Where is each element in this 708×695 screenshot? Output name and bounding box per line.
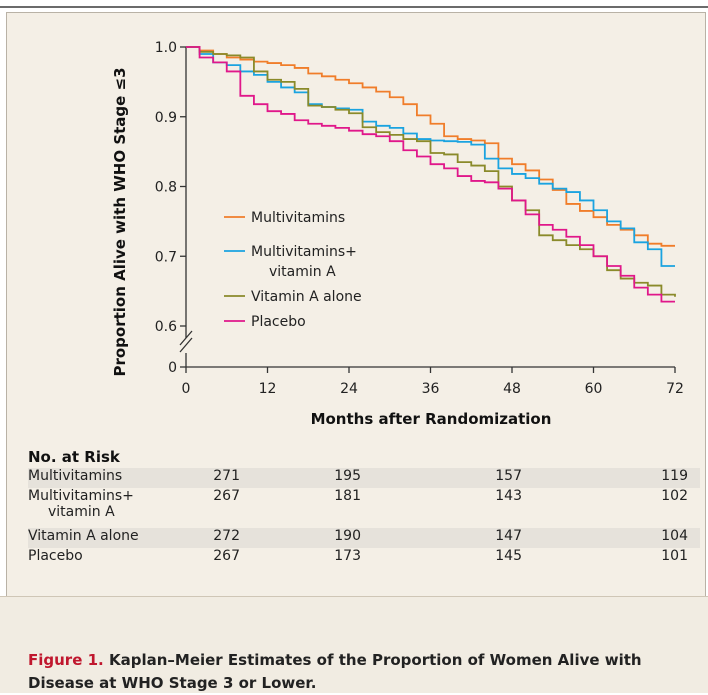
risk-row-value: 190 (334, 528, 361, 544)
risk-row-label: Placebo (28, 548, 83, 564)
risk-row-value: 102 (661, 488, 688, 504)
y-tick-label: 0.6 (155, 319, 177, 335)
y-tick-label: 0 (168, 360, 177, 376)
figure-caption-text: Kaplan–Meier Estimates of the Proportion… (28, 651, 642, 692)
legend-label: Vitamin A alone (251, 289, 362, 305)
x-tick-label: 12 (259, 381, 277, 397)
x-tick-label: 36 (422, 381, 440, 397)
series-line-multivitamins-vitamin-a (186, 46, 675, 267)
legend-label: vitamin A (269, 264, 336, 280)
risk-row-value: 119 (661, 468, 688, 484)
x-tick-label: 48 (503, 381, 521, 397)
risk-row-value: 145 (495, 548, 522, 564)
risk-row-label: Multivitamins (28, 468, 123, 484)
risk-row-label: Multivitamins+ vitamin A (28, 488, 134, 520)
figure-label: Figure 1. (28, 651, 104, 669)
figure-panel (6, 12, 706, 683)
figure-caption: Figure 1. Kaplan–Meier Estimates of the … (28, 649, 668, 695)
risk-row-value: 181 (334, 488, 361, 504)
y-tick-label: 0.8 (155, 180, 177, 196)
series-line-multivitamins (186, 46, 675, 247)
y-tick-label: 0.7 (155, 249, 177, 265)
x-axis-title: Months after Randomization (311, 410, 552, 428)
chart-legend: Multivitamins Multivitamins+ vitamin A Vita… (224, 210, 362, 330)
x-tick-label: 72 (666, 381, 684, 397)
risk-row-value: 173 (334, 548, 361, 564)
chart-series (186, 46, 676, 303)
chart-axes: 0 0.6 0.7 0.8 0.9 1.0 0 12 24 36 48 60 72 (155, 40, 684, 397)
risk-table-row: Vitamin A alone 272 190 147 104 (28, 528, 700, 548)
risk-table-row: Multivitamins 271 195 157 119 (28, 468, 700, 488)
y-axis-break-mark (179, 337, 193, 353)
risk-row-value: 157 (495, 468, 522, 484)
risk-table-row: Placebo 267 173 145 101 (28, 548, 700, 568)
risk-row-value: 104 (661, 528, 688, 544)
risk-row-value: 101 (661, 548, 688, 564)
y-axis-break-mark (179, 330, 193, 346)
series-line-placebo (186, 46, 675, 303)
y-tick-label: 0.9 (155, 110, 177, 126)
risk-row-value: 271 (213, 468, 240, 484)
risk-table-row: Multivitamins+ vitamin A 267 181 143 102 (28, 488, 700, 528)
y-tick-label: 1.0 (155, 40, 177, 56)
risk-row-value: 272 (213, 528, 240, 544)
risk-row-value: 143 (495, 488, 522, 504)
legend-label: Multivitamins+ (251, 244, 357, 260)
y-axis-title: Proportion Alive with WHO Stage ≤3 (111, 67, 129, 376)
risk-row-value: 267 (213, 488, 240, 504)
risk-row-value: 267 (213, 548, 240, 564)
risk-row-label: Vitamin A alone (28, 528, 139, 544)
risk-row-value: 147 (495, 528, 522, 544)
x-tick-label: 0 (182, 381, 191, 397)
risk-row-value: 195 (334, 468, 361, 484)
x-tick-label: 24 (340, 381, 358, 397)
risk-table: No. at Risk Multivitamins 271 195 157 119 Mul… (28, 448, 700, 568)
x-tick-label: 60 (585, 381, 603, 397)
legend-label: Multivitamins (251, 210, 345, 226)
legend-label: Placebo (251, 314, 306, 330)
km-chart: 0 0.6 0.7 0.8 0.9 1.0 0 12 24 36 48 60 72 Multivitam… (111, 40, 684, 428)
top-rule (0, 6, 708, 8)
risk-table-title: No. at Risk (28, 448, 120, 466)
caption-box (0, 596, 708, 693)
risk-table-rows: Multivitamins 271 195 157 119 Multivitamins+ v… (28, 468, 700, 568)
